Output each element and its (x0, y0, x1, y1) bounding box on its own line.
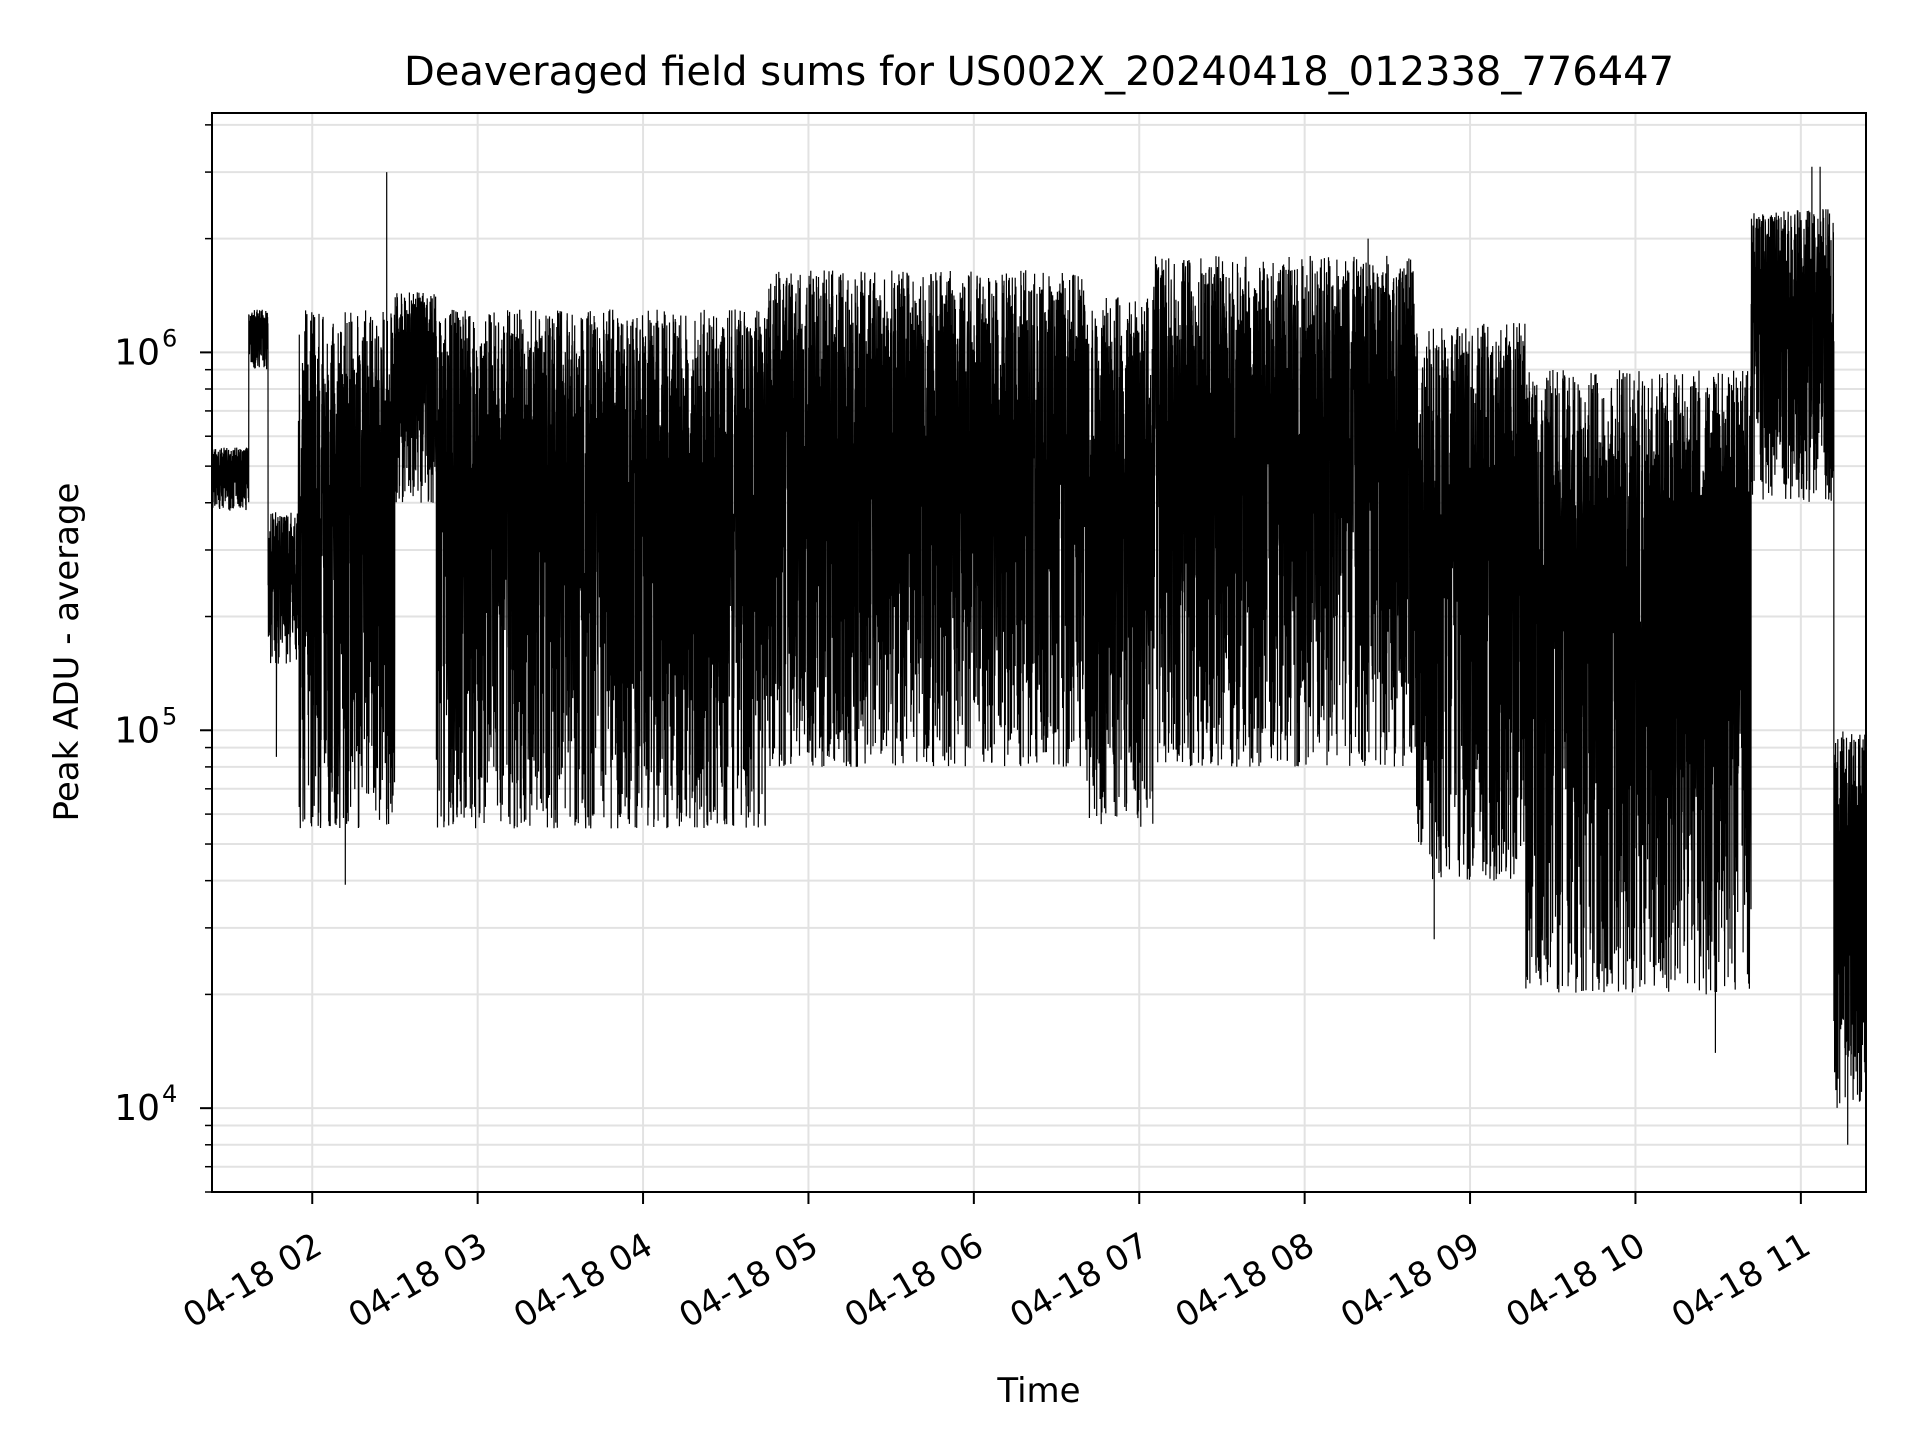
x-tick-label: 04-18 11 (1665, 1225, 1817, 1336)
x-tick-label: 04-18 06 (838, 1225, 990, 1336)
y-tick-label: 10 (114, 710, 160, 751)
x-tick-label: 04-18 03 (342, 1225, 494, 1336)
x-tick-label: 04-18 09 (1334, 1225, 1486, 1336)
y-tick-label: 10 (114, 332, 160, 373)
x-tick-label: 04-18 08 (1169, 1225, 1321, 1336)
y-axis-label: Peak ADU - average (47, 483, 87, 822)
series-line (211, 166, 1867, 1145)
x-tick-label: 04-18 04 (507, 1225, 659, 1336)
plot-frame (211, 112, 1867, 1193)
y-tick-exponent: 6 (162, 324, 177, 352)
y-tick-label: 10 (114, 1088, 160, 1129)
x-axis: 04-18 02 04-18 03 04-18 04 04-18 05 04-18 06… (176, 1192, 1817, 1336)
data-line (211, 166, 1867, 1145)
x-axis-label: Time (996, 1371, 1080, 1411)
x-tick-label: 04-18 05 (673, 1225, 825, 1336)
x-tick-label: 04-18 10 (1500, 1225, 1652, 1336)
y-tick-exponent: 5 (162, 702, 177, 730)
x-tick-label: 04-18 07 (1003, 1225, 1155, 1336)
y-tick-exponent: 4 (162, 1080, 177, 1108)
x-tick-label: 04-18 02 (176, 1225, 328, 1336)
chart-title: Deaveraged field sums for US002X_2024041… (404, 49, 1674, 95)
